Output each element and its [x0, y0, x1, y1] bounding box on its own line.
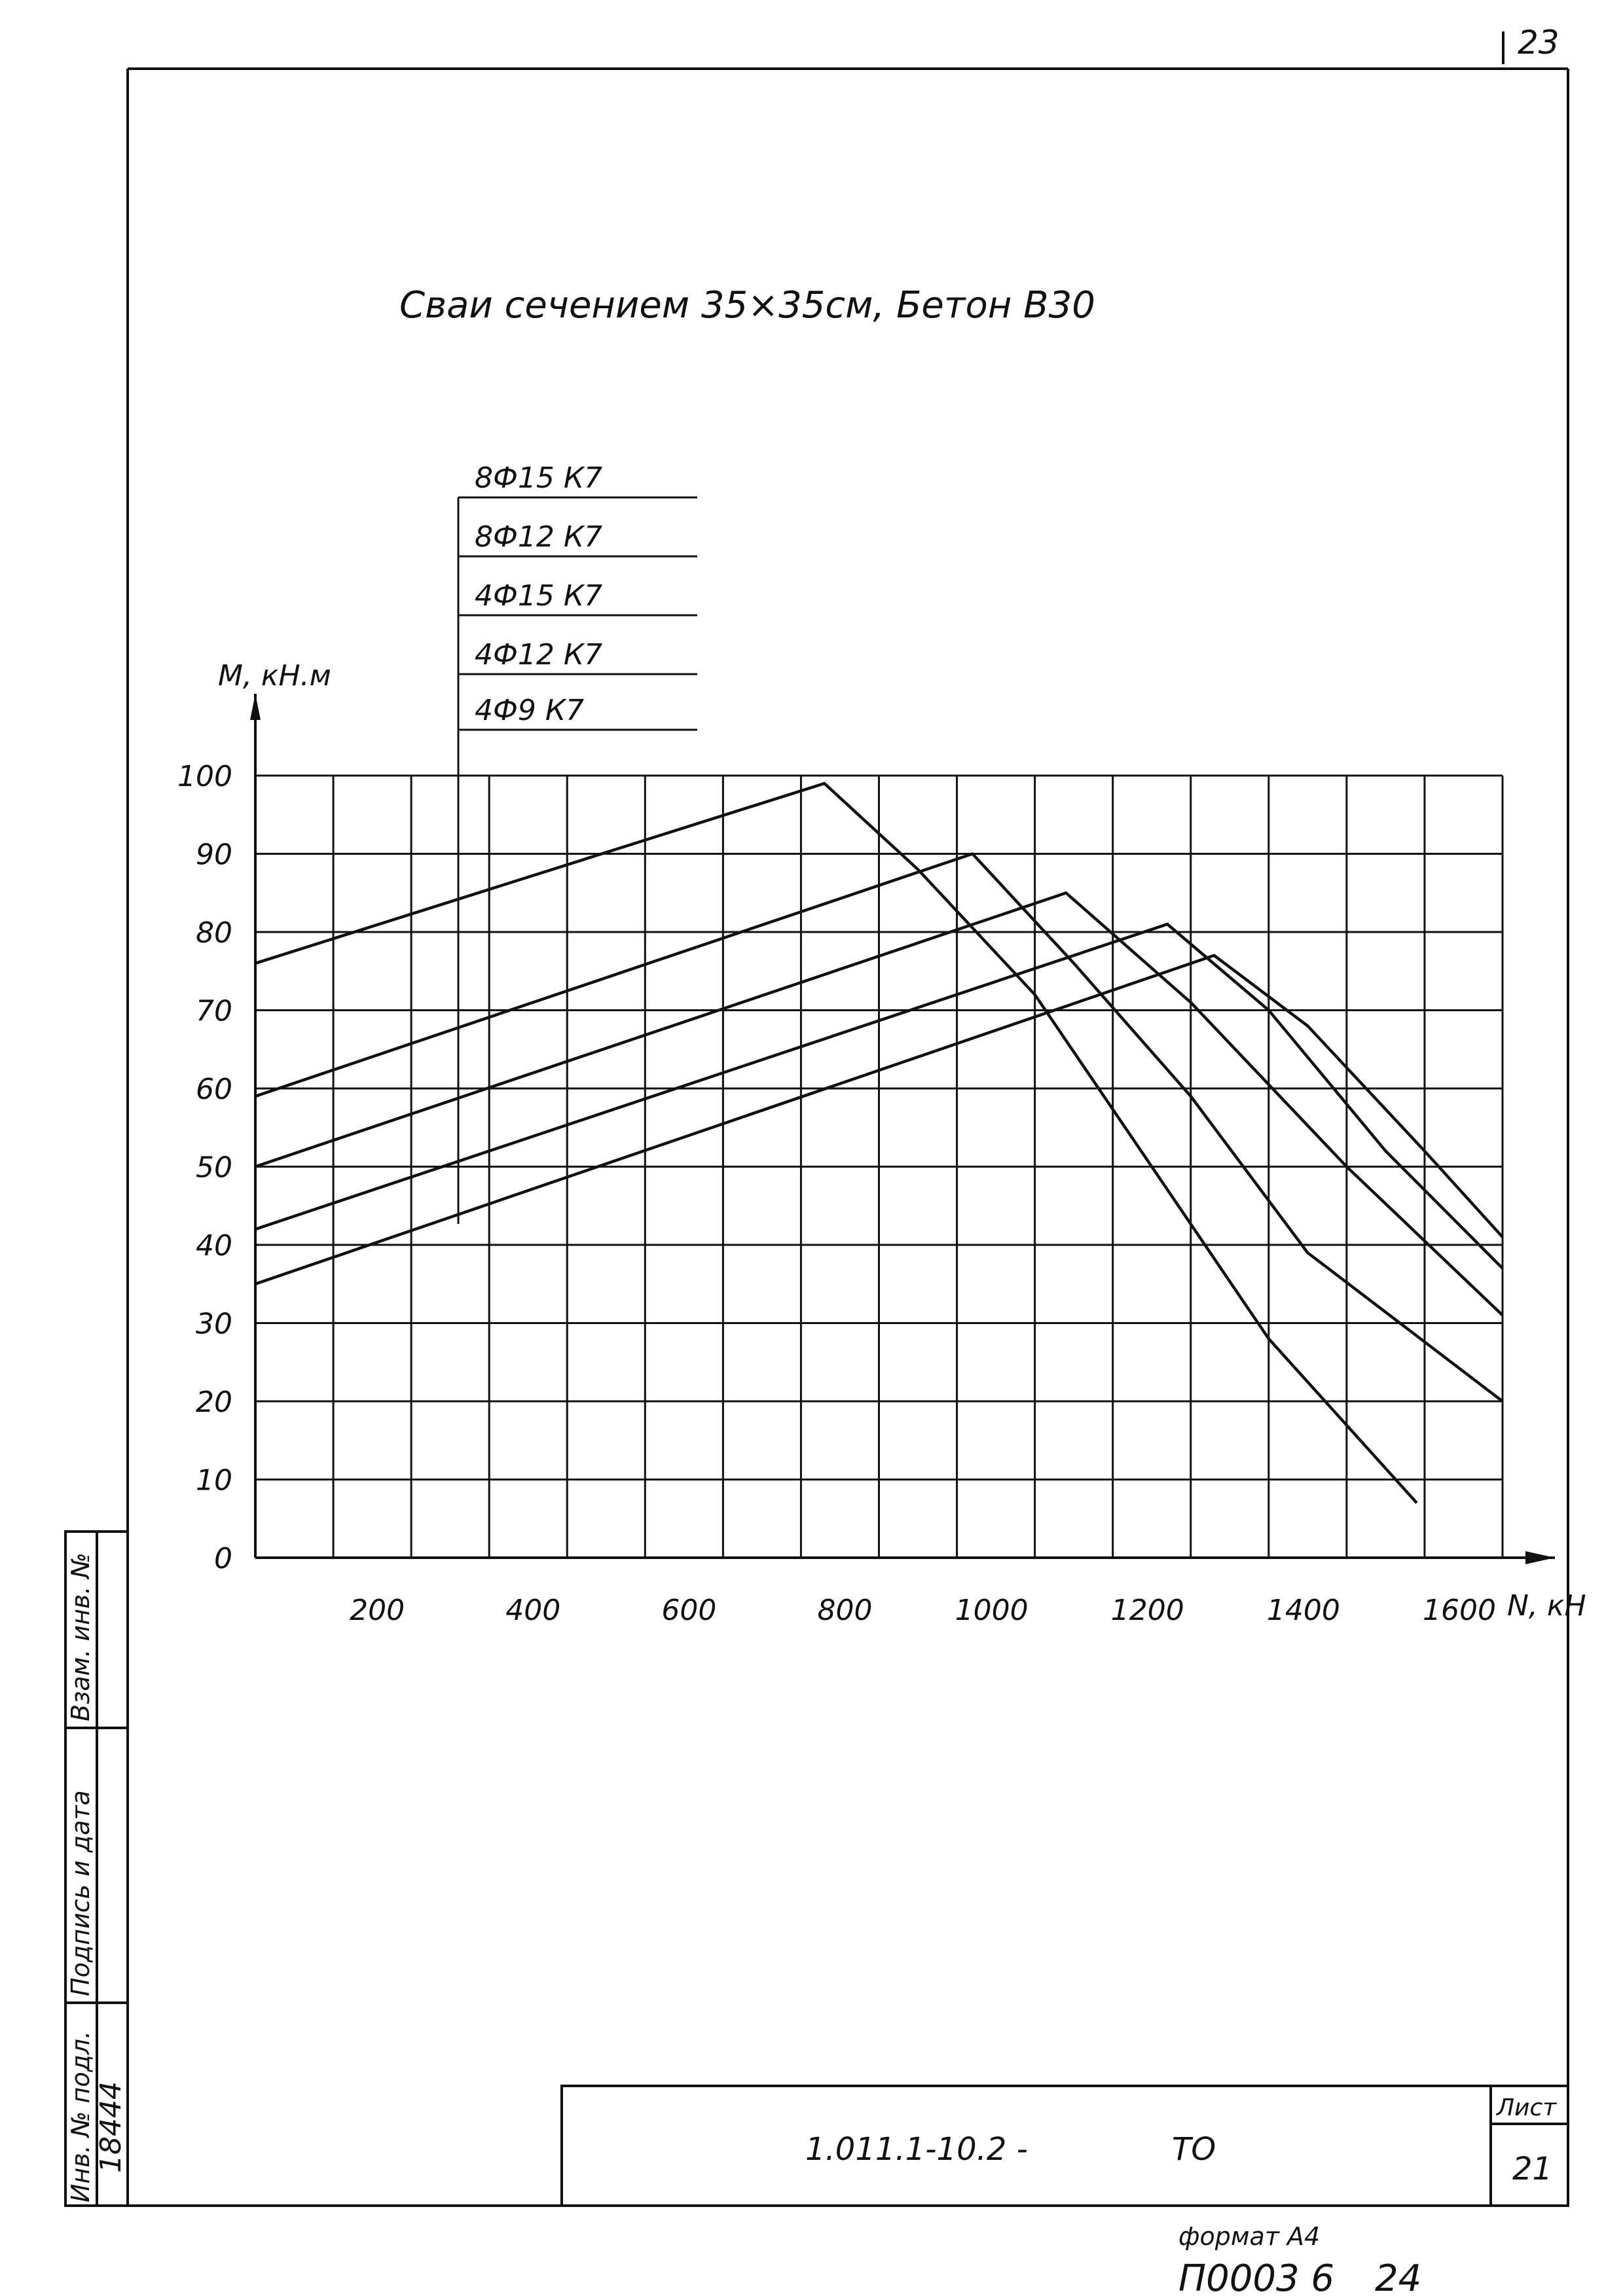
y-tick-label-100: 100 [177, 760, 232, 793]
format-note: формат А4 [1178, 2222, 1320, 2251]
y-axis-arrow [250, 694, 261, 720]
side-col3-header: Взам. инв. № [66, 1552, 95, 1721]
y-tick-label-50: 50 [196, 1151, 232, 1185]
x-tick-label-200: 200 [350, 1594, 405, 1627]
x-tick-label-1600: 1600 [1423, 1594, 1496, 1627]
doc-designation: 1.011.1-10.2 - [805, 2131, 1028, 2168]
x-axis-arrow [1525, 1551, 1555, 1564]
grid-horizontal [255, 774, 1503, 1480]
y-tick-label-30: 30 [196, 1308, 232, 1341]
x-tick-label-800: 800 [818, 1594, 873, 1627]
series-line-3 [255, 891, 1504, 1317]
series-lines [255, 781, 1504, 1504]
legend-label-3: 4Ф15 К7 [475, 579, 602, 613]
series-line-5 [255, 954, 1504, 1285]
axes [250, 694, 1555, 1564]
y-tick-labels: 0 10 20 30 40 50 60 70 80 90 100 [177, 760, 232, 1575]
archive-sub: 24 [1375, 2257, 1421, 2296]
chart-title: Сваи сечением 35×35см, Бетон В30 [399, 284, 1095, 327]
y-tick-label-40: 40 [196, 1229, 232, 1263]
side-col1-value: 18444 [94, 2081, 128, 2173]
series-line-2 [255, 852, 1504, 1403]
title-block: 1.011.1-10.2 - ТО Лист 21 [560, 2085, 1569, 2207]
series-line-4 [255, 922, 1504, 1270]
archive-number: П0003 6 [1178, 2257, 1334, 2296]
side-table: Инв. № подл. 18444 Подпись и дата Взам. … [64, 1530, 129, 2207]
y-tick-label-90: 90 [196, 838, 232, 872]
y-tick-label-80: 80 [196, 916, 232, 950]
x-tick-label-400: 400 [505, 1594, 560, 1627]
x-tick-label-1400: 1400 [1267, 1594, 1340, 1627]
x-axis-label: N, кН [1507, 1589, 1586, 1623]
x-tick-labels: 200 400 600 800 1000 1200 1400 1600 [350, 1594, 1496, 1627]
y-tick-label-70: 70 [196, 995, 232, 1028]
x-tick-label-600: 600 [661, 1594, 716, 1627]
title-block-box [560, 2085, 1569, 2207]
y-axis-label: M, кН.м [218, 659, 331, 692]
legend-label-1: 8Ф15 К7 [475, 461, 602, 495]
legend-label-2: 8Ф12 К7 [475, 520, 602, 554]
x-tick-label-1000: 1000 [955, 1594, 1029, 1627]
legend: 8Ф15 К7 8Ф12 К7 4Ф15 К7 4Ф12 К7 4Ф9 К7 [457, 461, 697, 1224]
legend-label-4: 4Ф12 К7 [475, 638, 602, 672]
y-tick-label-10: 10 [196, 1464, 232, 1498]
side-col2-header: Подпись и дата [66, 1790, 95, 1996]
side-col1-header: Инв. № подл. [66, 2031, 95, 2202]
sheet-number: 21 [1512, 2151, 1552, 2187]
legend-label-5: 4Ф9 К7 [475, 694, 584, 727]
series-line-1 [255, 781, 1418, 1504]
doc-code: ТО [1172, 2131, 1216, 2168]
y-tick-label-60: 60 [196, 1073, 232, 1106]
y-tick-label-0: 0 [214, 1542, 232, 1575]
x-tick-label-1200: 1200 [1111, 1594, 1184, 1627]
sheet-label: Лист [1495, 2094, 1557, 2121]
y-tick-label-20: 20 [196, 1386, 232, 1419]
corner-number: 23 [1518, 24, 1559, 62]
chart: 8Ф15 К7 8Ф12 К7 4Ф15 К7 4Ф12 К7 4Ф9 К7 0 10 20… [177, 461, 1586, 1627]
